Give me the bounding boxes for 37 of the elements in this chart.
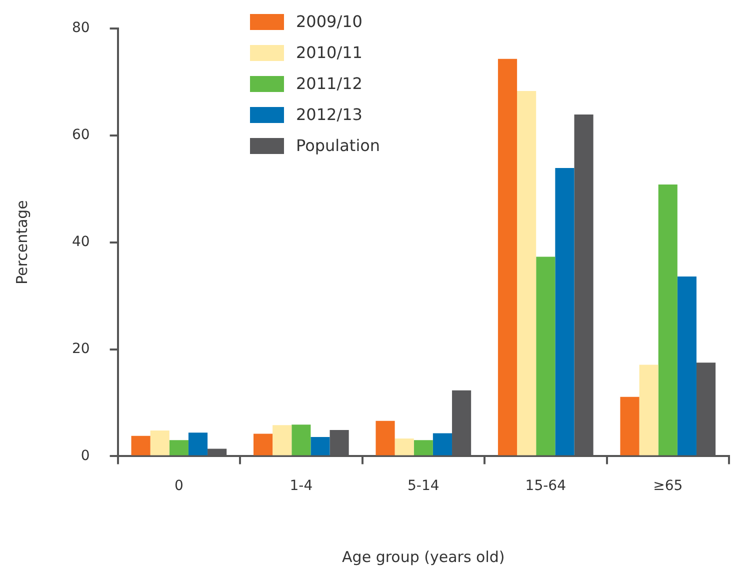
- bar: [432, 433, 452, 456]
- x-tick-label: ≥65: [653, 478, 683, 494]
- bar: [639, 364, 658, 456]
- bar: [394, 438, 414, 456]
- y-axis-title: Percentage: [12, 200, 31, 284]
- bar: [310, 436, 330, 456]
- y-tick-label: 80: [72, 20, 90, 36]
- y-tick-label: 60: [72, 126, 90, 143]
- bar: [517, 90, 536, 456]
- legend-label: 2010/11: [296, 43, 362, 62]
- bar: [150, 430, 170, 456]
- y-tick-label: 40: [72, 234, 90, 250]
- x-tick-label: 5-14: [408, 478, 440, 494]
- bar: [498, 58, 518, 456]
- bar: [292, 424, 311, 456]
- legend-label: 2011/12: [296, 74, 362, 93]
- bar: [376, 420, 395, 456]
- bar: [555, 168, 574, 456]
- x-tick-label: 15-64: [525, 478, 566, 494]
- y-tick-label: 20: [72, 340, 90, 357]
- x-axis-title: Age group (years old): [342, 548, 505, 566]
- bar: [188, 432, 208, 456]
- y-tick-label: 0: [80, 448, 90, 464]
- bar: [620, 396, 640, 456]
- bar: [677, 276, 696, 456]
- bar: [414, 440, 433, 456]
- bar: [658, 184, 678, 456]
- bar: [272, 425, 292, 456]
- x-tick-label: 0: [174, 478, 184, 494]
- bar: [254, 434, 273, 456]
- x-tick-label: 1-4: [290, 478, 313, 494]
- bar: [131, 436, 150, 456]
- legend-label: 2012/13: [296, 105, 362, 124]
- bar: [536, 256, 556, 456]
- bar: [169, 440, 188, 456]
- legend-label: Population: [296, 136, 380, 155]
- legend-label: 2009/10: [296, 12, 362, 31]
